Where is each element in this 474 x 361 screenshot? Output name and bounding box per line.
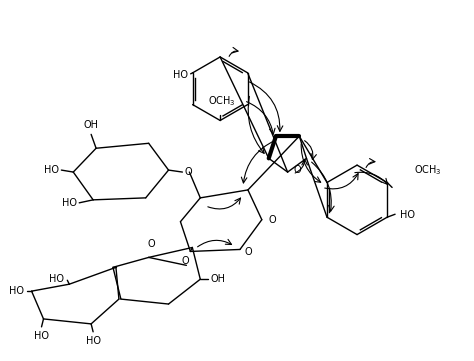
Text: O: O — [245, 247, 253, 257]
Text: HO: HO — [400, 210, 415, 220]
Text: OCH$_3$: OCH$_3$ — [208, 94, 236, 108]
Text: O: O — [293, 165, 301, 175]
Text: HO: HO — [49, 274, 64, 284]
Text: HO: HO — [34, 331, 49, 341]
Text: HO: HO — [62, 198, 77, 208]
Text: HO: HO — [173, 70, 188, 80]
Text: O: O — [148, 239, 155, 249]
Text: HO: HO — [9, 286, 24, 296]
Text: O: O — [269, 215, 276, 225]
Text: HO: HO — [86, 336, 100, 346]
Text: OH: OH — [210, 274, 225, 284]
Text: O: O — [182, 256, 189, 266]
Text: HO: HO — [45, 165, 59, 175]
Text: O: O — [184, 167, 192, 177]
Text: OH: OH — [83, 120, 99, 130]
Text: OCH$_3$: OCH$_3$ — [414, 163, 441, 177]
